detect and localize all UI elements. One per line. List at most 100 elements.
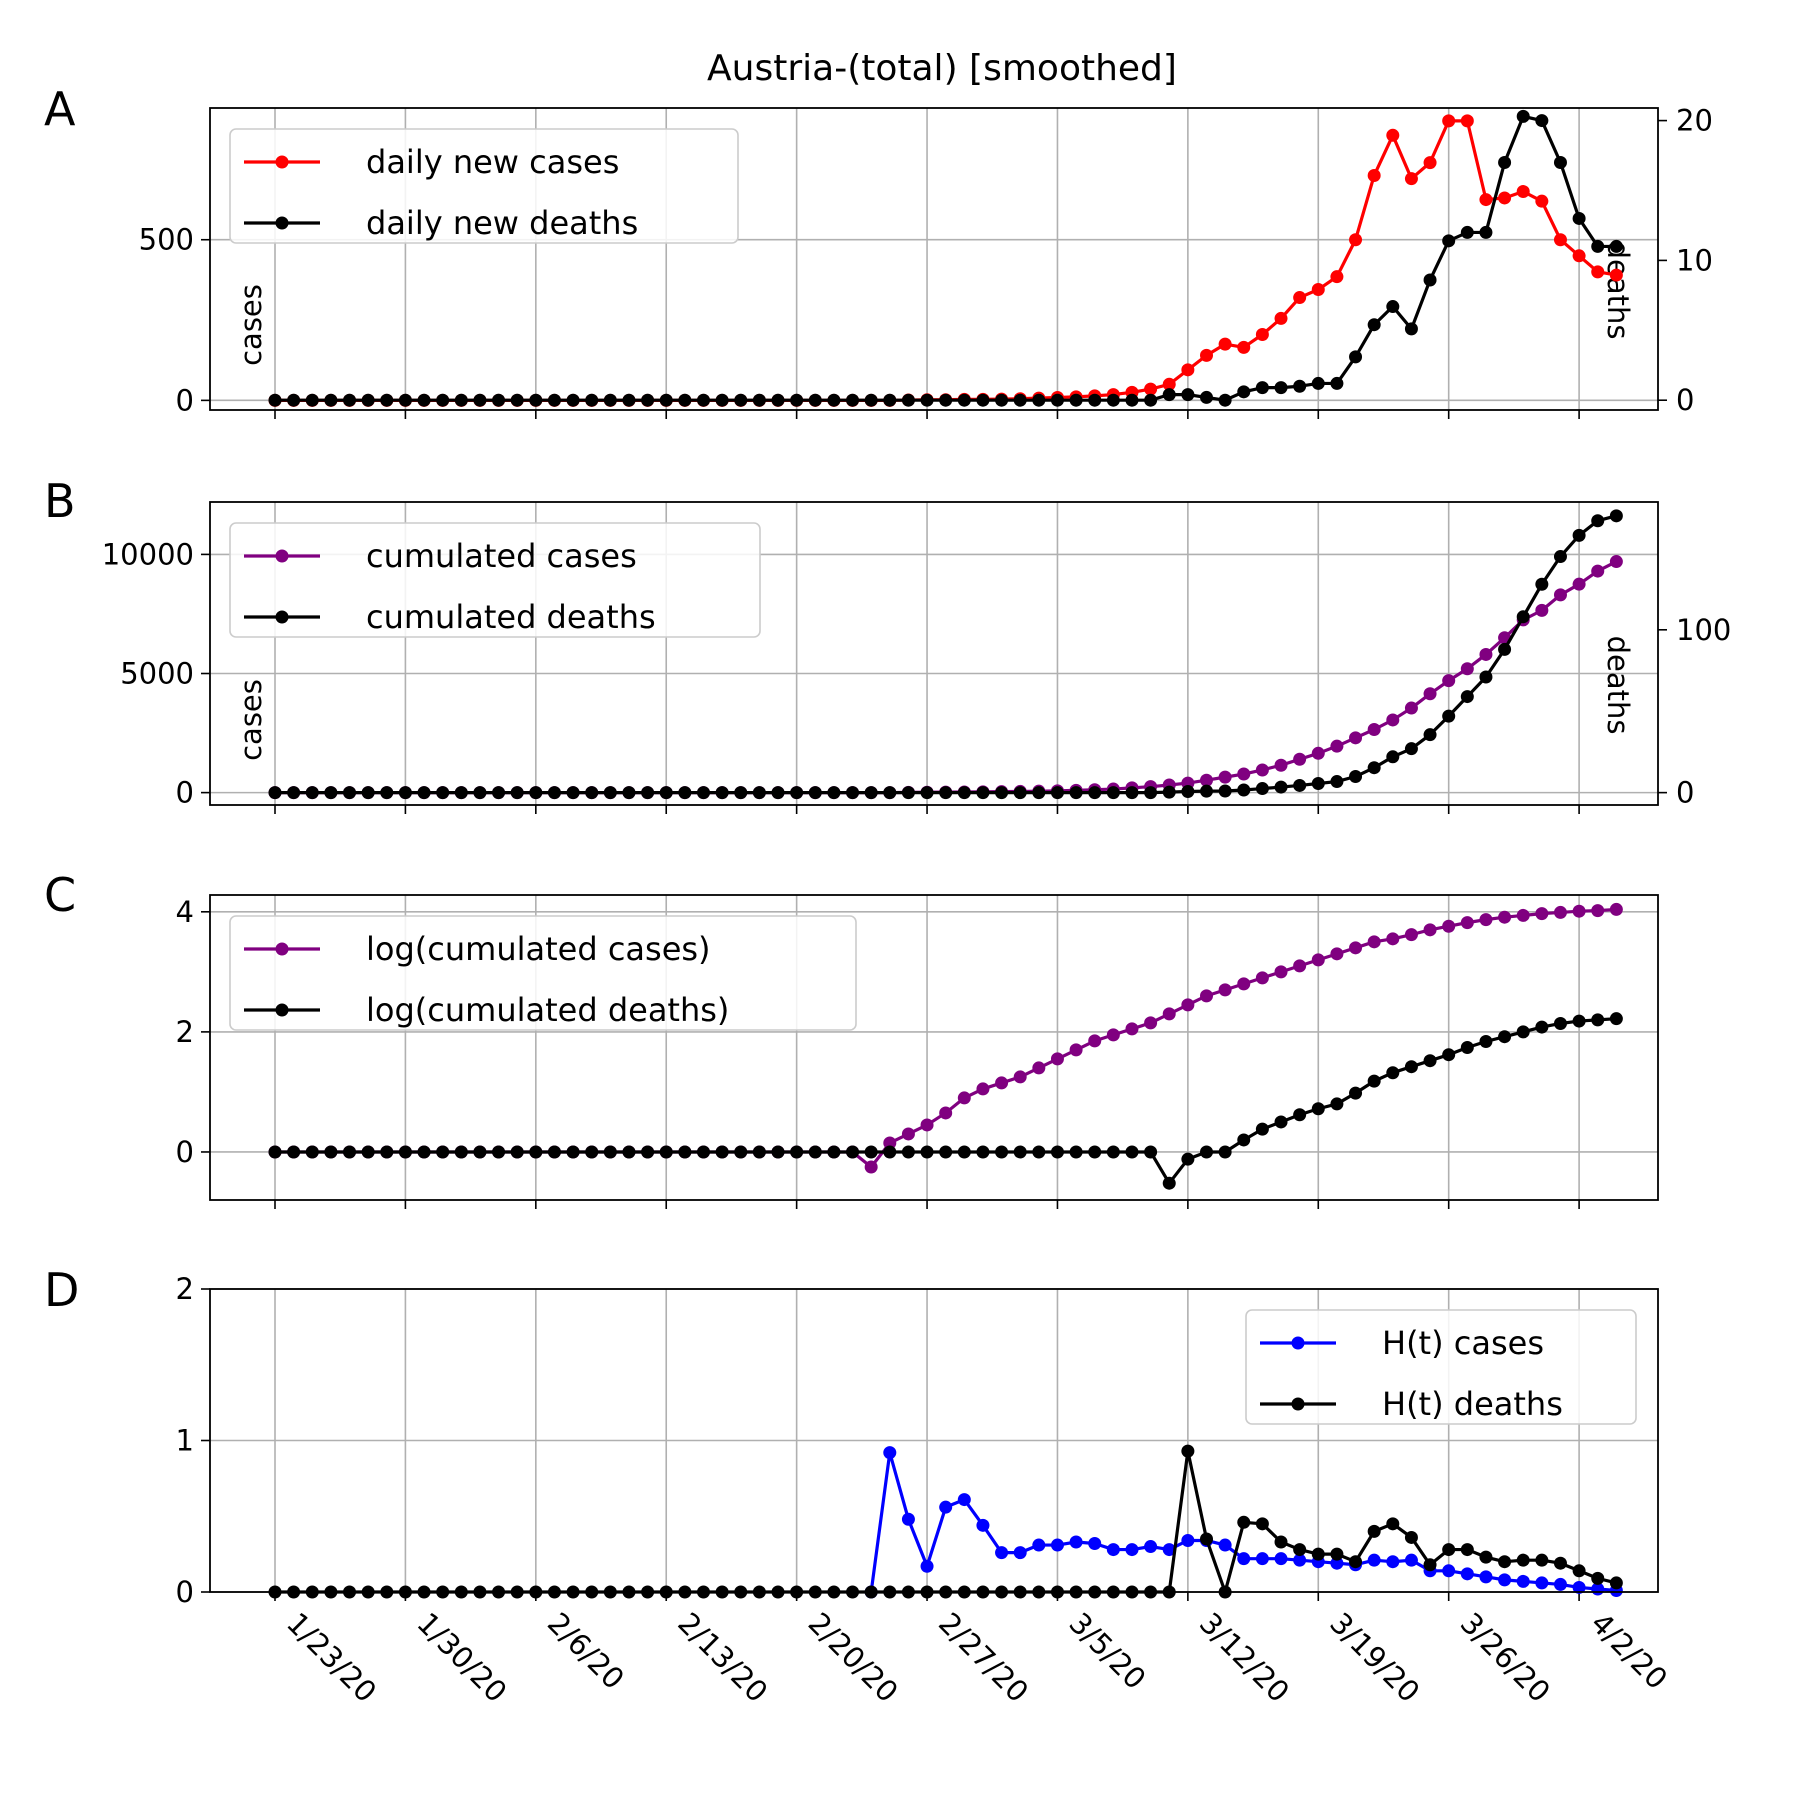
data-point bbox=[976, 1145, 990, 1159]
data-point bbox=[1553, 156, 1567, 170]
data-point bbox=[1553, 550, 1567, 564]
data-point bbox=[1386, 932, 1400, 946]
data-point bbox=[1311, 1547, 1325, 1561]
data-point bbox=[1460, 662, 1474, 676]
data-point bbox=[1330, 947, 1344, 961]
data-point bbox=[864, 393, 878, 407]
data-point bbox=[1591, 239, 1605, 253]
data-point bbox=[1106, 1028, 1120, 1042]
data-point bbox=[1535, 603, 1549, 617]
data-point bbox=[771, 786, 785, 800]
data-point bbox=[976, 1518, 990, 1532]
data-point bbox=[1162, 1176, 1176, 1190]
data-point bbox=[1106, 393, 1120, 407]
data-point bbox=[1367, 318, 1381, 332]
data-point bbox=[883, 1136, 897, 1150]
data-point bbox=[268, 786, 282, 800]
data-point bbox=[1516, 185, 1530, 199]
data-point bbox=[1535, 577, 1549, 591]
data-point bbox=[1349, 350, 1363, 364]
panel-letter: A bbox=[44, 82, 76, 136]
data-point bbox=[920, 393, 934, 407]
data-point bbox=[659, 1145, 673, 1159]
data-point bbox=[1442, 919, 1456, 933]
data-point bbox=[1572, 528, 1586, 542]
y-tick-label: 4 bbox=[176, 895, 194, 929]
x-tick-label: 1/30/20 bbox=[410, 1606, 513, 1709]
data-point bbox=[1460, 1543, 1474, 1557]
data-point bbox=[324, 393, 338, 407]
data-point bbox=[1069, 1535, 1083, 1549]
data-point bbox=[361, 1145, 375, 1159]
data-point bbox=[1330, 739, 1344, 753]
data-point bbox=[547, 393, 561, 407]
legend-entry: H(t) cases bbox=[1260, 1324, 1544, 1362]
data-point bbox=[1404, 1530, 1418, 1544]
data-point bbox=[1479, 1034, 1493, 1048]
data-point bbox=[827, 786, 841, 800]
legend-entry: cumulated deaths bbox=[244, 598, 656, 636]
legend: H(t) cases H(t) deaths bbox=[1245, 1309, 1637, 1425]
legend-label: H(t) cases bbox=[1382, 1324, 1544, 1362]
y-tick-label: 2 bbox=[176, 1015, 194, 1049]
data-point bbox=[696, 393, 710, 407]
data-point bbox=[1200, 390, 1213, 404]
data-point bbox=[1237, 767, 1251, 781]
data-point bbox=[920, 786, 934, 800]
data-point bbox=[1349, 941, 1363, 955]
data-point bbox=[696, 1145, 710, 1159]
data-point bbox=[1125, 1543, 1139, 1557]
data-point bbox=[715, 393, 729, 407]
data-point bbox=[1255, 782, 1269, 796]
data-point bbox=[1460, 690, 1474, 704]
data-point bbox=[1591, 1013, 1605, 1027]
data-point bbox=[1311, 746, 1325, 760]
data-point bbox=[808, 1145, 822, 1159]
data-point bbox=[957, 786, 971, 800]
data-point bbox=[1498, 910, 1512, 924]
axes-frame bbox=[209, 107, 1659, 411]
data-point bbox=[1479, 670, 1493, 684]
data-point bbox=[1144, 1145, 1158, 1159]
data-point bbox=[1088, 1537, 1102, 1551]
data-point bbox=[752, 393, 766, 407]
x-tick-label: 4/2/20 bbox=[1584, 1606, 1674, 1696]
data-point bbox=[1386, 1066, 1400, 1080]
data-point bbox=[1106, 1145, 1120, 1159]
legend-entry: log(cumulated deaths) bbox=[244, 991, 729, 1029]
x-tick-label: 2/20/20 bbox=[802, 1606, 905, 1709]
data-point bbox=[957, 1145, 971, 1159]
data-point bbox=[1591, 514, 1605, 528]
data-point bbox=[1218, 393, 1232, 407]
data-point bbox=[1050, 1538, 1064, 1552]
data-point bbox=[1293, 959, 1307, 973]
x-tick-label: 3/12/20 bbox=[1193, 1606, 1296, 1709]
data-point bbox=[287, 1145, 301, 1159]
data-point bbox=[957, 393, 971, 407]
x-tick-labels: 1/23/20 1/30/20 2/6/20 2/13/20 2/20/20 2/27/2… bbox=[280, 1606, 1674, 1709]
y-tick-label: 0 bbox=[176, 776, 194, 810]
data-point bbox=[864, 1160, 878, 1174]
data-point bbox=[1200, 989, 1213, 1003]
legend-marker bbox=[275, 610, 289, 624]
data-point bbox=[1013, 1546, 1027, 1560]
data-point bbox=[436, 393, 450, 407]
data-point bbox=[1367, 761, 1381, 775]
data-point bbox=[1386, 300, 1400, 314]
data-point bbox=[1311, 1102, 1325, 1116]
data-point bbox=[883, 393, 897, 407]
data-point bbox=[1274, 758, 1288, 772]
data-point bbox=[417, 1145, 431, 1159]
data-point bbox=[1181, 388, 1195, 402]
data-point bbox=[939, 1145, 953, 1159]
x-tick-label: 1/23/20 bbox=[280, 1606, 383, 1709]
legend-marker bbox=[275, 155, 289, 169]
y2-tick-label: 100 bbox=[1676, 613, 1731, 647]
legend-label: H(t) deaths bbox=[1382, 1385, 1563, 1423]
data-point bbox=[1144, 1540, 1158, 1554]
data-point bbox=[1293, 778, 1307, 792]
data-point bbox=[734, 1145, 748, 1159]
data-point bbox=[1162, 1007, 1176, 1021]
data-point bbox=[1181, 784, 1195, 798]
data-point bbox=[1498, 1573, 1512, 1587]
